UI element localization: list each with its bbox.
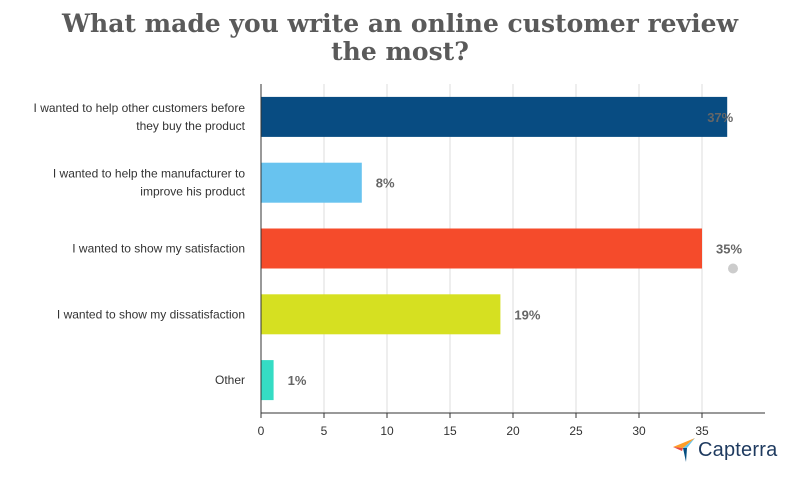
x-tick-label: 0	[258, 424, 265, 438]
capterra-logo: Capterra	[673, 438, 777, 462]
x-tick-label: 35	[695, 424, 709, 438]
data-label: 1%	[288, 373, 307, 388]
category-label: improve his product	[140, 185, 245, 199]
category-label: I wanted to show my dissatisfaction	[57, 307, 245, 321]
category-label: I wanted to help the manufacturer to	[53, 167, 245, 181]
bar	[261, 228, 702, 269]
bar	[261, 360, 274, 401]
x-tick-label: 20	[506, 424, 520, 438]
x-tick-label: 10	[380, 424, 394, 438]
bar	[261, 96, 728, 137]
capterra-wordmark: Capterra	[698, 438, 778, 461]
x-tick-label: 30	[632, 424, 646, 438]
bar	[261, 294, 501, 335]
category-label: Other	[215, 373, 245, 387]
category-label: I wanted to show my satisfaction	[72, 242, 245, 256]
data-label: 19%	[514, 307, 540, 322]
category-label: I wanted to help other customers before	[34, 101, 246, 115]
category-label: they buy the product	[136, 119, 245, 133]
data-label: 8%	[376, 176, 395, 191]
x-tick-label: 5	[321, 424, 328, 438]
bar	[261, 162, 362, 203]
capterra-logo-icon	[673, 438, 695, 462]
x-tick-label: 15	[443, 424, 457, 438]
marker-dot	[728, 263, 738, 274]
data-label: 37%	[707, 110, 733, 125]
data-label: 35%	[716, 242, 742, 257]
chart-title: What made you write an online customer r…	[61, 9, 739, 66]
x-tick-label: 25	[569, 424, 583, 438]
